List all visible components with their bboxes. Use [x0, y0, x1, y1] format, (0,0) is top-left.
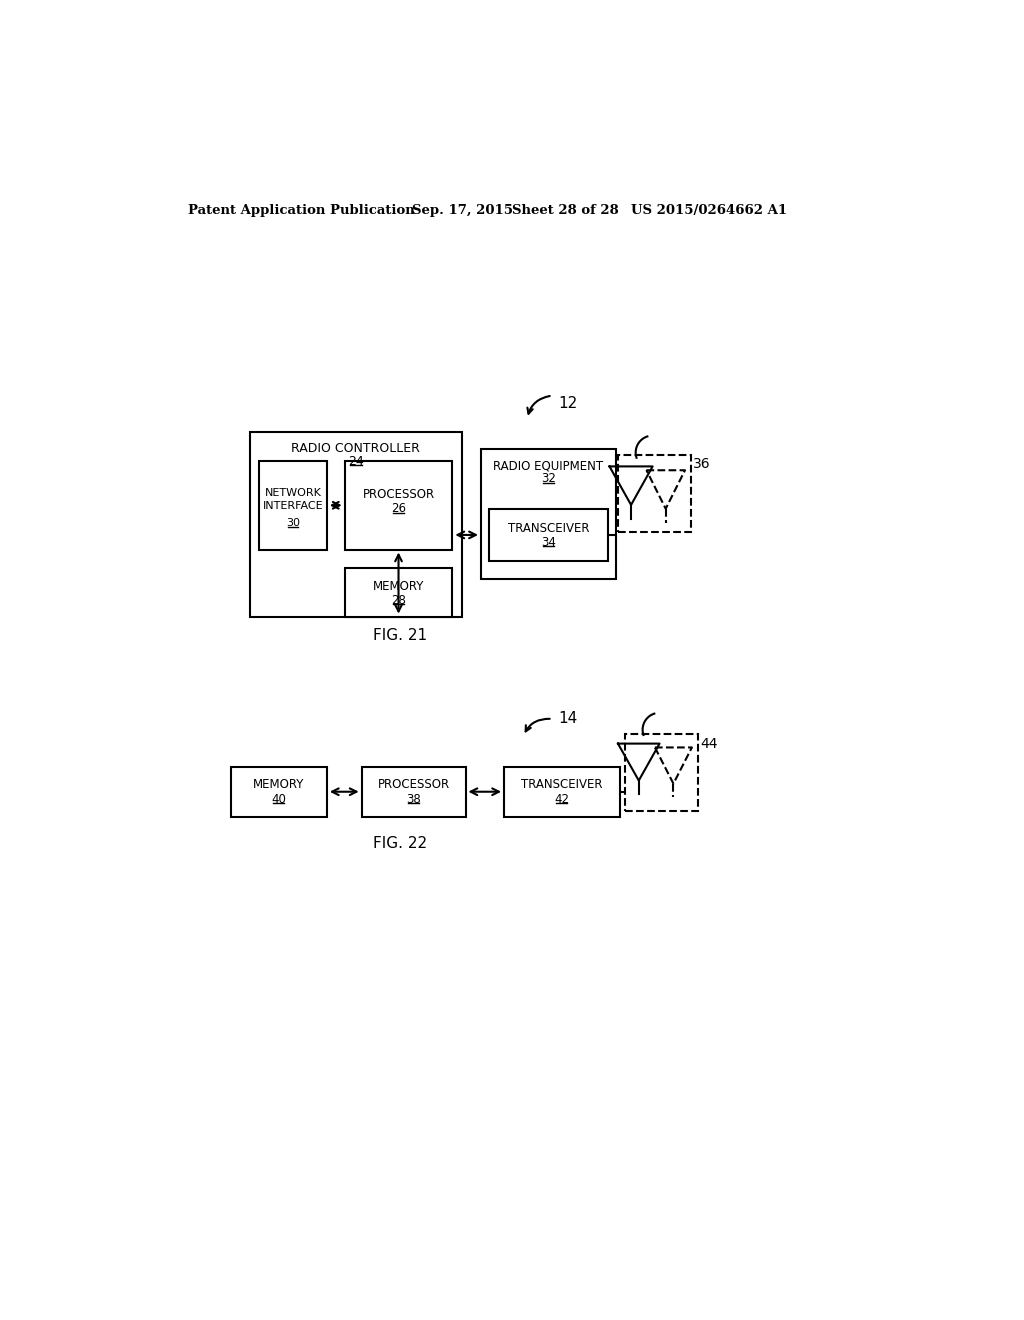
Text: 40: 40 — [271, 792, 287, 805]
FancyBboxPatch shape — [345, 461, 453, 549]
Text: 30: 30 — [286, 517, 300, 528]
Text: 38: 38 — [407, 792, 421, 805]
Text: US 2015/0264662 A1: US 2015/0264662 A1 — [631, 205, 787, 218]
Text: MEMORY: MEMORY — [253, 777, 304, 791]
Text: MEMORY: MEMORY — [373, 579, 424, 593]
Text: TRANSCEIVER: TRANSCEIVER — [521, 777, 602, 791]
Text: RADIO EQUIPMENT: RADIO EQUIPMENT — [494, 459, 603, 473]
Text: Patent Application Publication: Patent Application Publication — [188, 205, 415, 218]
Text: FIG. 21: FIG. 21 — [373, 628, 427, 643]
Text: 14: 14 — [559, 711, 578, 726]
Text: 34: 34 — [541, 536, 556, 549]
Text: 12: 12 — [559, 396, 578, 411]
Text: Sep. 17, 2015: Sep. 17, 2015 — [412, 205, 513, 218]
Text: PROCESSOR: PROCESSOR — [362, 488, 434, 502]
FancyBboxPatch shape — [361, 767, 466, 817]
FancyBboxPatch shape — [259, 461, 327, 549]
Text: TRANSCEIVER: TRANSCEIVER — [508, 523, 589, 536]
Text: 26: 26 — [391, 502, 407, 515]
Text: 28: 28 — [391, 594, 406, 607]
Text: NETWORK: NETWORK — [264, 488, 322, 499]
FancyBboxPatch shape — [230, 767, 327, 817]
Text: 24: 24 — [348, 454, 364, 467]
Text: PROCESSOR: PROCESSOR — [378, 777, 450, 791]
FancyBboxPatch shape — [481, 449, 615, 579]
Text: 32: 32 — [541, 473, 556, 486]
Text: FIG. 22: FIG. 22 — [373, 836, 427, 851]
Text: RADIO CONTROLLER: RADIO CONTROLLER — [292, 442, 420, 455]
FancyBboxPatch shape — [345, 568, 453, 616]
FancyBboxPatch shape — [250, 432, 462, 616]
FancyBboxPatch shape — [488, 508, 608, 561]
Text: 42: 42 — [554, 792, 569, 805]
Text: INTERFACE: INTERFACE — [263, 500, 324, 511]
Text: Sheet 28 of 28: Sheet 28 of 28 — [512, 205, 618, 218]
FancyBboxPatch shape — [504, 767, 620, 817]
Text: 44: 44 — [700, 737, 718, 751]
Text: 36: 36 — [693, 457, 711, 471]
